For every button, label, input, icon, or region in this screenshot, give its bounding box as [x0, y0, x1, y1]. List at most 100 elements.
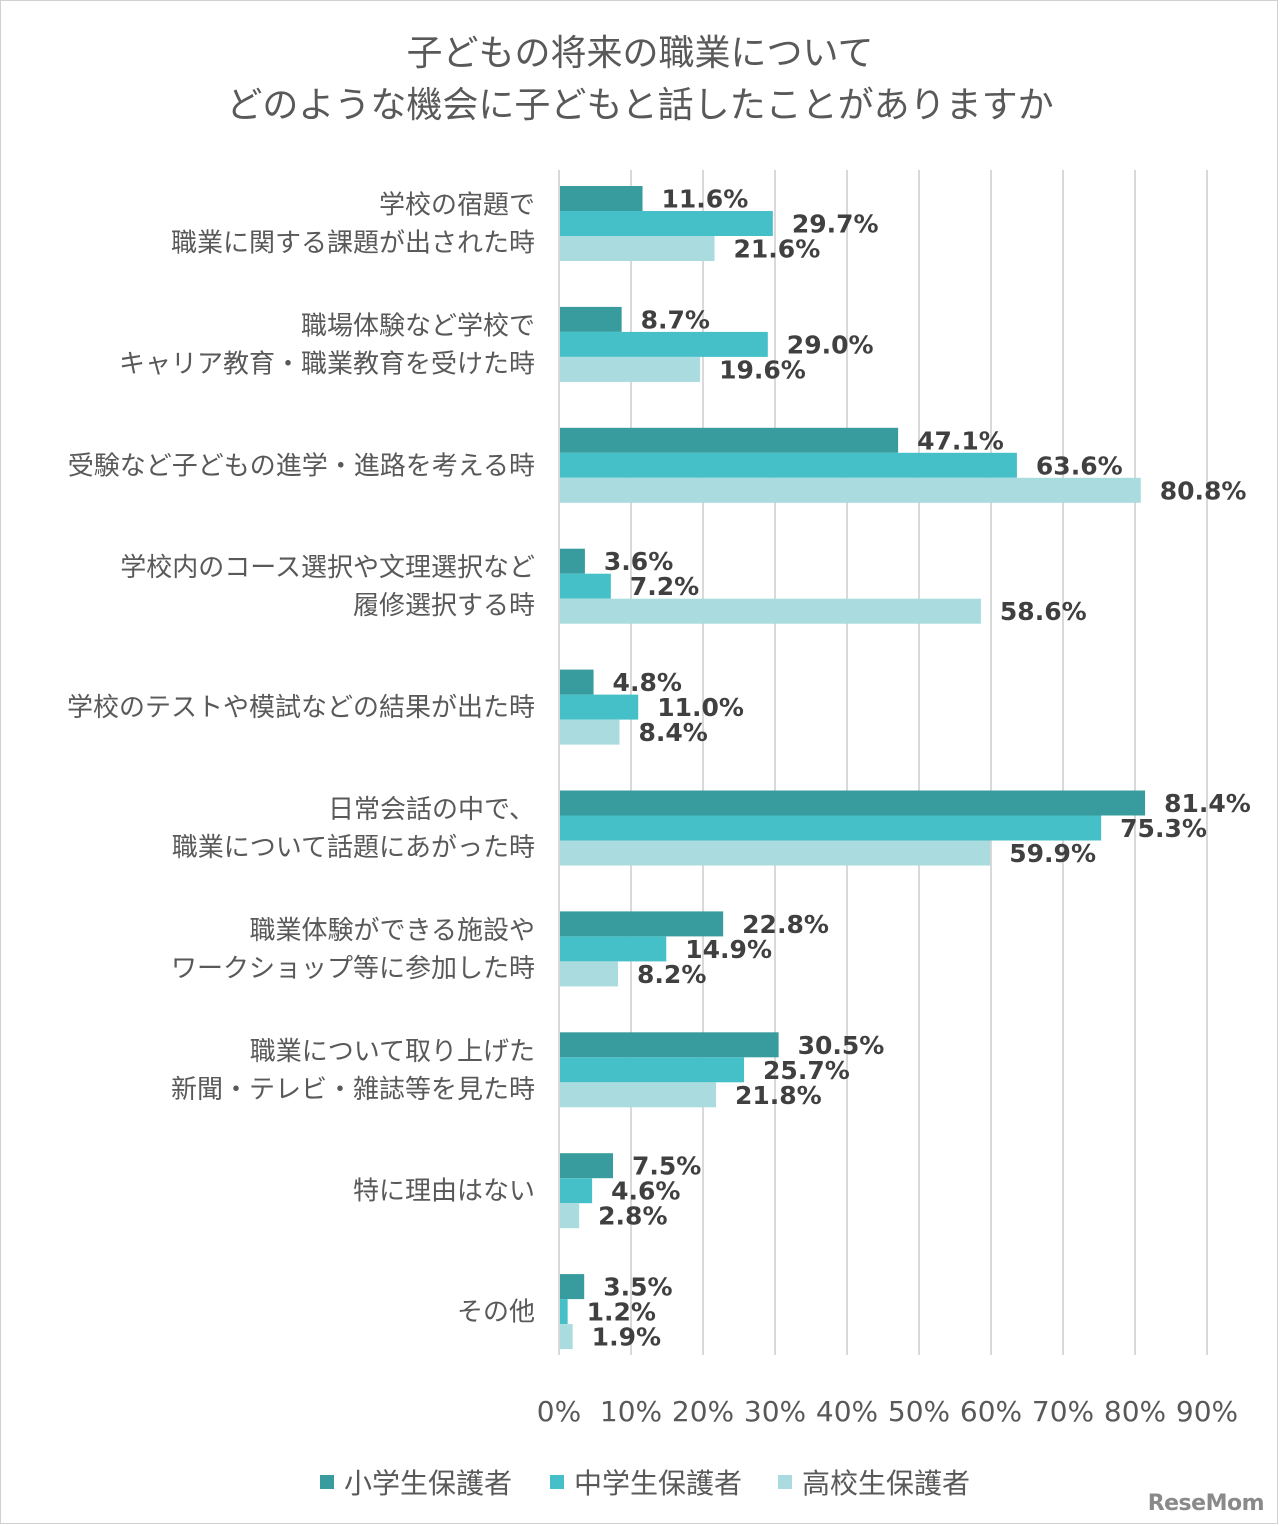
bar-junior_high	[559, 452, 1017, 478]
category-label: 日常会話の中で、	[328, 795, 535, 825]
bar-elementary	[559, 427, 899, 453]
data-label-junior_high: 29.7%	[792, 210, 879, 239]
bar-elementary	[559, 1153, 613, 1179]
data-label-high_school: 80.8%	[1160, 476, 1247, 505]
category-label: 職業について取り上げた	[250, 1037, 535, 1067]
data-label-high_school: 1.9%	[592, 1323, 661, 1352]
data-label-junior_high: 29.0%	[787, 330, 874, 359]
category-label: その他	[457, 1298, 535, 1328]
data-label-elementary: 3.5%	[603, 1273, 672, 1302]
x-tick-label: 40%	[816, 1395, 878, 1428]
x-tick-label: 30%	[744, 1395, 806, 1428]
category-label: キャリア教育・職業教育を受けた時	[119, 349, 535, 379]
bar-elementary	[559, 306, 622, 332]
category-label: 職業に関する課題が出された時	[171, 229, 535, 259]
bar-junior_high	[559, 331, 768, 357]
data-label-elementary: 22.8%	[742, 910, 829, 939]
data-label-high_school: 8.2%	[637, 960, 706, 989]
bar-elementary	[559, 1032, 779, 1058]
bar-high_school	[559, 1324, 573, 1350]
data-label-elementary: 11.6%	[662, 185, 749, 214]
data-label-junior_high: 63.6%	[1036, 451, 1123, 480]
legend-label-elementary: 小学生保護者	[344, 1467, 513, 1500]
category-label: 受験など子どもの進学・進路を考える時	[68, 451, 535, 481]
data-label-high_school: 8.4%	[638, 718, 707, 747]
x-tick-label: 0%	[537, 1395, 581, 1428]
data-label-junior_high: 25.7%	[763, 1056, 850, 1085]
data-label-high_school: 2.8%	[598, 1202, 667, 1231]
legend-label-junior-high: 中学生保護者	[574, 1467, 743, 1500]
bar-elementary	[559, 669, 594, 695]
legend-swatch-junior-high	[550, 1475, 564, 1489]
resemom-logo: ReseMom	[1147, 1491, 1265, 1516]
bar-high_school	[559, 236, 715, 261]
category-label: ワークショップ等に参加した時	[171, 954, 535, 984]
bar-elementary	[559, 911, 724, 937]
data-label-junior_high: 11.0%	[657, 693, 744, 722]
category-label: 履修選択する時	[353, 591, 535, 621]
bar-elementary	[559, 186, 643, 211]
x-tick-label: 60%	[960, 1395, 1022, 1428]
data-label-junior_high: 14.9%	[685, 935, 772, 964]
data-label-high_school: 21.8%	[735, 1081, 822, 1110]
bar-junior_high	[559, 694, 639, 720]
data-label-elementary: 3.6%	[604, 547, 673, 576]
x-tick-label: 80%	[1104, 1395, 1166, 1428]
bar-high_school	[559, 598, 981, 624]
bar-elementary	[559, 790, 1146, 816]
legend-item-junior-high: 中学生保護者	[550, 1462, 742, 1502]
data-label-elementary: 30.5%	[798, 1031, 885, 1060]
bar-high_school	[559, 1203, 580, 1229]
data-label-elementary: 7.5%	[632, 1152, 701, 1181]
bar-high_school	[559, 1082, 716, 1108]
data-label-junior_high: 1.2%	[587, 1298, 656, 1327]
bar-elementary	[559, 548, 585, 574]
legend: 小学生保護者 中学生保護者 高校生保護者	[0, 1462, 1280, 1502]
category-label: 学校のテストや模試などの結果が出た時	[67, 693, 535, 723]
bar-junior_high	[559, 211, 773, 236]
bar-high_school	[559, 356, 701, 382]
bar-junior_high	[559, 1299, 568, 1325]
chart-title-line-2: どのような機会に子どもと話したことがありますか	[226, 85, 1054, 126]
data-label-junior_high: 4.6%	[611, 1177, 680, 1206]
bar-junior_high	[559, 815, 1102, 841]
x-tick-label: 10%	[600, 1395, 662, 1428]
category-label: 職場体験など学校で	[301, 311, 535, 341]
category-label: 職業体験ができる施設や	[250, 916, 535, 946]
legend-swatch-high-school	[778, 1475, 792, 1489]
chart-title: 子どもの将来の職業について どのような機会に子どもと話したことがありますか	[0, 28, 1280, 132]
data-label-high_school: 59.9%	[1009, 839, 1096, 868]
category-label: 学校内のコース選択や文理選択など	[120, 553, 535, 583]
x-tick-label: 20%	[672, 1395, 734, 1428]
category-label: 職業について話題にあがった時	[172, 833, 535, 863]
chart-title-line-1: 子どもの将来の職業について	[406, 33, 874, 74]
legend-item-high-school: 高校生保護者	[778, 1462, 970, 1502]
bar-high_school	[559, 477, 1141, 503]
bar-high_school	[559, 961, 619, 987]
legend-label-high-school: 高校生保護者	[802, 1467, 971, 1500]
data-label-elementary: 8.7%	[641, 305, 710, 334]
bar-high_school	[559, 840, 991, 866]
bar-junior_high	[559, 1178, 593, 1204]
x-tick-label: 50%	[888, 1395, 950, 1428]
data-label-elementary: 47.1%	[917, 426, 1004, 455]
bar-chart: 0% 10% 20% 30% 40% 50% 60% 70% 80% 90% 11.6% 8.7% 47…	[67, 170, 1251, 1428]
data-label-junior_high: 75.3%	[1120, 814, 1207, 843]
category-label: 新聞・テレビ・雑誌等を見た時	[171, 1075, 535, 1105]
legend-item-elementary: 小学生保護者	[320, 1462, 512, 1502]
data-label-high_school: 21.6%	[734, 235, 821, 264]
category-label: 特に理由はない	[353, 1177, 535, 1207]
bar-high_school	[559, 719, 620, 745]
data-label-elementary: 81.4%	[1164, 789, 1251, 818]
bar-junior_high	[559, 936, 667, 962]
bar-elementary	[559, 1274, 585, 1300]
bar-junior_high	[559, 573, 611, 599]
category-label: 学校の宿題で	[379, 191, 535, 221]
data-label-junior_high: 7.2%	[630, 572, 699, 601]
x-tick-label: 70%	[1032, 1395, 1094, 1428]
data-label-high_school: 19.6%	[719, 355, 806, 384]
data-label-high_school: 58.6%	[1000, 597, 1087, 626]
data-label-elementary: 4.8%	[613, 668, 682, 697]
bar-junior_high	[559, 1057, 745, 1083]
